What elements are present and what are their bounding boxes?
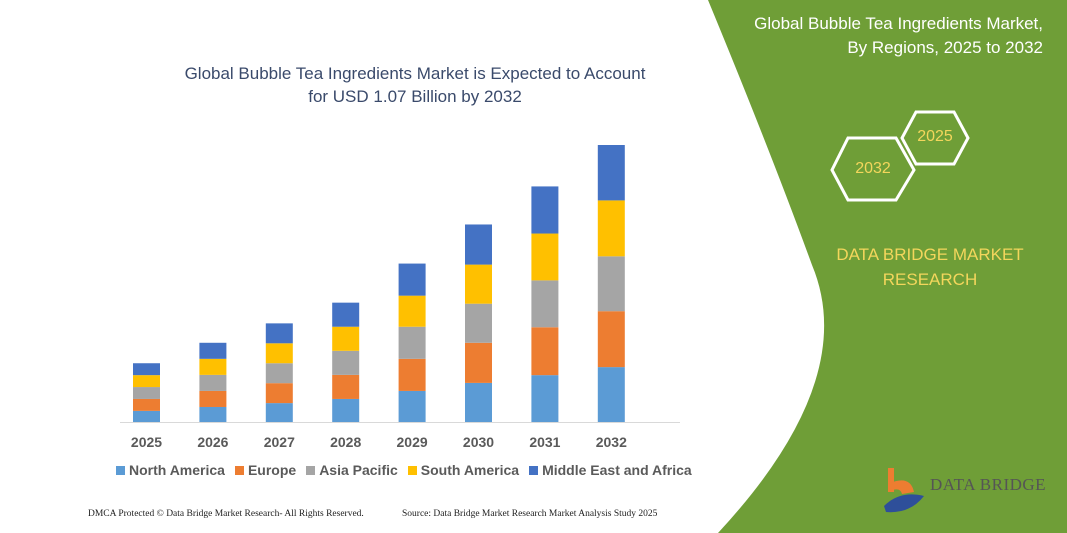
bar-segment-2031-south-america: [531, 233, 559, 281]
bar-segment-2025-europe: [133, 398, 160, 411]
legend-swatch: [529, 465, 539, 475]
panel-title: Global Bubble Tea Ingredients Market, By…: [754, 12, 1043, 60]
bar-segment-2028-asia-pacific: [332, 350, 360, 375]
panel-title-line1: Global Bubble Tea Ingredients Market,: [754, 14, 1043, 33]
bar-segment-2030-north-america: [465, 382, 492, 422]
legend-swatch: [407, 465, 417, 475]
legend: North America Europe Asia Pacific South Ame…: [116, 462, 692, 478]
bar-segment-2030-middle-east-and-africa: [465, 224, 492, 265]
x-tick-label: 2025: [131, 434, 162, 450]
bar-segment-2032-middle-east-and-africa: [597, 145, 625, 201]
bar-segment-2027-europe: [265, 383, 293, 404]
hex-label-2032: 2032: [855, 160, 891, 177]
bar-segment-2031-europe: [531, 327, 559, 376]
legend-item: Asia Pacific: [306, 462, 398, 478]
bar-segment-2032-north-america: [597, 367, 625, 422]
bar-segment-2031-middle-east-and-africa: [531, 186, 559, 234]
legend-item: South America: [407, 462, 520, 478]
x-tick-label: 2032: [596, 434, 627, 450]
bar-segment-2028-south-america: [332, 326, 360, 351]
bar-segment-2031-asia-pacific: [531, 280, 559, 328]
bar-segment-2032-asia-pacific: [597, 256, 625, 312]
green-panel: [708, 0, 1067, 533]
brand-line1: DATA BRIDGE MARKET: [836, 245, 1024, 264]
x-tick-label: 2029: [397, 434, 428, 450]
bar-segment-2028-north-america: [332, 398, 360, 422]
brand-text: DATA BRIDGE MARKET RESEARCH: [800, 242, 1060, 292]
bar-segment-2026-middle-east-and-africa: [199, 342, 227, 359]
footer-source: Source: Data Bridge Market Research Mark…: [402, 509, 658, 519]
bar-segment-2031-north-america: [531, 375, 559, 422]
bar-segment-2027-north-america: [265, 403, 293, 422]
bar-segment-2029-north-america: [398, 390, 426, 422]
bar-segment-2026-asia-pacific: [199, 374, 227, 391]
chart-title: Global Bubble Tea Ingredients Market is …: [140, 62, 690, 108]
legend-swatch: [116, 465, 125, 475]
legend-item: Europe: [234, 462, 297, 478]
bar-segment-2029-asia-pacific: [398, 326, 426, 359]
x-tick-label: 2030: [463, 434, 494, 450]
bar-segment-2029-middle-east-and-africa: [398, 263, 426, 296]
footer-copyright: DMCA Protected © Data Bridge Market Rese…: [88, 509, 364, 519]
legend-label: Europe: [247, 462, 297, 478]
bar-segment-2032-europe: [597, 311, 625, 368]
chart-title-line2: for USD 1.07 Billion by 2032: [308, 87, 522, 106]
bar-segment-2030-asia-pacific: [465, 303, 492, 343]
legend-label: Middle East and Africa: [542, 462, 692, 478]
bar-segment-2030-south-america: [465, 264, 492, 304]
x-tick-label: 2031: [529, 434, 560, 450]
bar-segment-2028-europe: [332, 374, 360, 399]
legend-swatch: [234, 465, 244, 475]
bar-segment-2026-europe: [199, 390, 227, 407]
bar-segment-2025-south-america: [133, 375, 160, 388]
legend-label: South America: [420, 462, 520, 478]
legend-item: North America: [116, 462, 225, 478]
panel-title-line2: By Regions, 2025 to 2032: [847, 38, 1043, 57]
bar-segment-2029-south-america: [398, 295, 426, 327]
bar-segment-2027-south-america: [265, 343, 293, 364]
hexagon-2032: [830, 136, 916, 202]
bar-segment-2032-south-america: [597, 200, 625, 257]
bar-segment-2025-middle-east-and-africa: [133, 363, 160, 376]
hex-label-2025: 2025: [917, 128, 953, 145]
bar-segment-2030-europe: [465, 342, 492, 383]
bar-segment-2027-asia-pacific: [265, 363, 293, 384]
bar-segment-2026-north-america: [199, 406, 227, 422]
legend-label: Asia Pacific: [319, 462, 398, 478]
bar-segment-2025-asia-pacific: [133, 387, 160, 399]
hexagon-2025: [900, 110, 970, 166]
bar-segment-2029-europe: [398, 358, 426, 391]
data-bridge-logo-icon: [884, 468, 924, 513]
brand-line2: RESEARCH: [882, 270, 978, 289]
bar-segment-2027-middle-east-and-africa: [265, 323, 293, 344]
stacked-bar-chart: 2025 2026 2027 2028 2029 2030 2031 2032: [120, 145, 680, 450]
legend-label: North America: [129, 462, 225, 478]
legend-swatch: [306, 465, 316, 475]
legend-item: Middle East and Africa: [529, 462, 692, 478]
x-tick-label: 2027: [264, 434, 295, 450]
chart-title-line1: Global Bubble Tea Ingredients Market is …: [184, 64, 646, 83]
bar-segment-2028-middle-east-and-africa: [332, 302, 360, 327]
x-tick-label: 2026: [197, 434, 228, 450]
bar-segment-2025-north-america: [133, 410, 160, 422]
bar-segment-2026-south-america: [199, 358, 227, 375]
x-tick-label: 2028: [330, 434, 361, 450]
logo-text: DATA BRIDGE: [930, 475, 1047, 494]
